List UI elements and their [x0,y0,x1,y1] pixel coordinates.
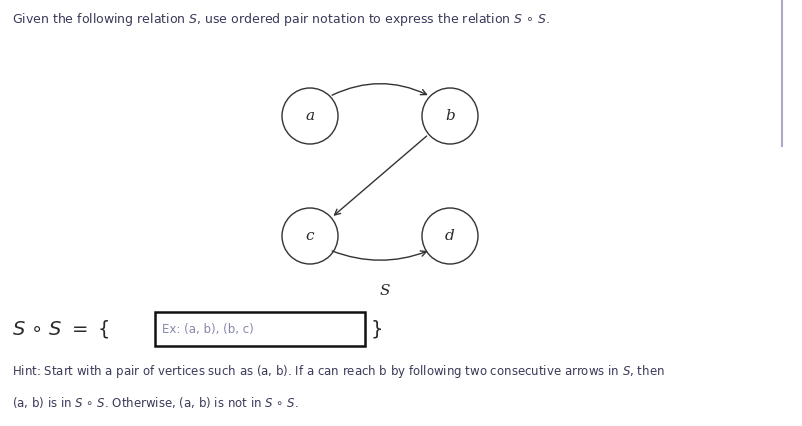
Text: $\mathit{S}$ $\circ$ $\mathit{S}$ $=$ $\{$: $\mathit{S}$ $\circ$ $\mathit{S}$ $=$ $\… [12,318,110,340]
Circle shape [282,88,338,144]
Text: c: c [306,229,314,243]
Text: S: S [380,284,391,298]
Circle shape [282,208,338,264]
Text: a: a [306,109,314,123]
Circle shape [422,208,478,264]
Text: b: b [445,109,455,123]
FancyBboxPatch shape [155,312,365,346]
Text: d: d [445,229,455,243]
Text: $\}$: $\}$ [370,318,382,340]
Text: Hint: Start with a pair of vertices such as (a, b). If a can reach b by followin: Hint: Start with a pair of vertices such… [12,363,665,380]
Circle shape [422,88,478,144]
Text: (a, b) is in $\mathit{S}$ $\circ$ $\mathit{S}$. Otherwise, (a, b) is not in $\ma: (a, b) is in $\mathit{S}$ $\circ$ $\math… [12,394,298,409]
Text: Ex: (a, b), (b, c): Ex: (a, b), (b, c) [162,322,253,336]
FancyArrowPatch shape [289,238,303,262]
Text: Given the following relation $\mathit{S}$, use ordered pair notation to express : Given the following relation $\mathit{S}… [12,11,550,28]
